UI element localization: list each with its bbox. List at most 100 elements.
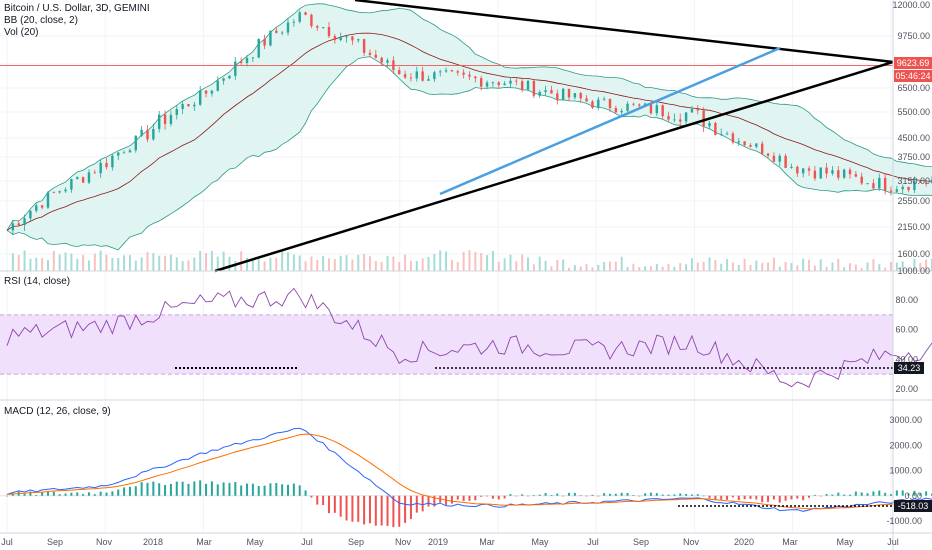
macd-legend: MACD (12, 26, close, 9) [4, 406, 111, 417]
macd-histogram-bar [608, 493, 611, 496]
macd-histogram-bar [398, 495, 401, 527]
candle-body [35, 205, 38, 211]
macd-histogram-bar [433, 495, 436, 507]
macd-tick-label: 3000.00 [889, 415, 922, 425]
candle-body [76, 177, 79, 180]
volume-bar [509, 254, 512, 271]
macd-histogram-bar [632, 495, 635, 496]
macd-histogram-bar [263, 485, 266, 496]
volume-bar [87, 260, 90, 271]
candle-body [679, 119, 682, 122]
volume-bar [579, 266, 582, 271]
x-axis: Jul Sep Nov 2018 Mar May Jul Sep Nov 2019 Mar May Ju… [1, 537, 899, 547]
volume-bar [708, 257, 711, 271]
volume-bar [11, 253, 14, 271]
volume-bar [76, 258, 79, 271]
macd-histogram-bar [930, 493, 932, 496]
volume-bar [23, 250, 26, 271]
macd-value-badge-bg [894, 500, 932, 512]
macd-histogram-bar [87, 492, 90, 496]
candle-body [796, 166, 799, 174]
candle-body [111, 155, 114, 168]
candle-body [503, 83, 506, 86]
macd-histogram-bar [802, 495, 805, 501]
bb-legend: BB (20, close, 2) [4, 15, 78, 26]
descending-trendline [354, 0, 894, 64]
x-tick-label: Jul [587, 537, 599, 547]
volume-bar [573, 265, 576, 271]
macd-histogram-bar [128, 486, 131, 496]
macd-histogram-bar [322, 495, 325, 506]
volume-bar [866, 262, 869, 271]
candle-body [731, 133, 735, 143]
macd-histogram-bar [105, 492, 108, 496]
macd-histogram-bar [884, 492, 887, 496]
price-tick-label: 4500.00 [897, 133, 930, 143]
x-tick-label: May [246, 537, 264, 547]
volume-bar [562, 259, 565, 271]
macd-histogram-bar [860, 492, 863, 496]
macd-tick-label: 2000.00 [889, 440, 922, 450]
volume-bar [351, 259, 354, 271]
volume-bar [889, 262, 892, 271]
volume-bar [398, 261, 401, 271]
macd-histogram-bar [673, 494, 676, 496]
volume-bar [316, 260, 319, 271]
macd-histogram-bar [772, 495, 775, 500]
candle-body [743, 141, 746, 146]
price-y-axis: 12000.009750.008000.006500.005500.004500… [892, 0, 930, 276]
candle-body [690, 109, 694, 113]
candle-body [778, 155, 781, 162]
volume-bar [568, 267, 571, 271]
volume-bar [111, 257, 114, 271]
candle-body [807, 168, 811, 171]
macd-histogram-bar [357, 495, 360, 522]
volume-bar [292, 254, 295, 271]
candle-body [327, 27, 331, 37]
macd-histogram-bar [246, 483, 249, 496]
candle-body [883, 177, 887, 191]
volume-bar [409, 260, 412, 271]
macd-histogram-bar [474, 495, 477, 501]
volume-bar [251, 259, 254, 271]
candle-body [538, 91, 541, 96]
candle-body [409, 77, 413, 79]
macd-panel [0, 427, 932, 528]
macd-histogram-bar [234, 482, 237, 496]
macd-histogram-bar [210, 481, 213, 496]
macd-histogram-bar [515, 495, 518, 497]
macd-histogram-bar [287, 484, 290, 496]
candle-body [614, 108, 618, 113]
candle-body [357, 39, 360, 41]
macd-histogram-bar [456, 495, 459, 500]
candle-body [427, 79, 430, 81]
macd-histogram-bar [58, 494, 61, 496]
candle-body [292, 21, 296, 23]
volume-bar [849, 263, 852, 271]
volume-bar [345, 255, 348, 271]
candle-body [456, 71, 459, 73]
candle-body [239, 61, 243, 64]
macd-histogram-bar [164, 485, 167, 496]
candle-body [345, 36, 348, 38]
volume-bar [515, 261, 518, 271]
x-tick-label: Nov [96, 537, 113, 547]
macd-histogram-bar [35, 494, 38, 496]
volume-bar [860, 267, 863, 271]
candle-body [649, 103, 653, 114]
macd-histogram-bar [556, 493, 559, 496]
volume-bar [620, 256, 623, 271]
volume-bar [339, 255, 342, 271]
x-tick-label: Sep [633, 537, 649, 547]
volume-bar [304, 261, 307, 271]
candle-body [40, 205, 44, 208]
candle-body [638, 104, 641, 106]
candle-body [585, 98, 588, 102]
candle-body [737, 141, 740, 143]
volume-bar [884, 267, 887, 271]
candle-body [304, 12, 307, 15]
volume-bar [726, 259, 729, 271]
macd-histogram-bar [849, 494, 852, 496]
macd-histogram-bar [497, 495, 500, 500]
